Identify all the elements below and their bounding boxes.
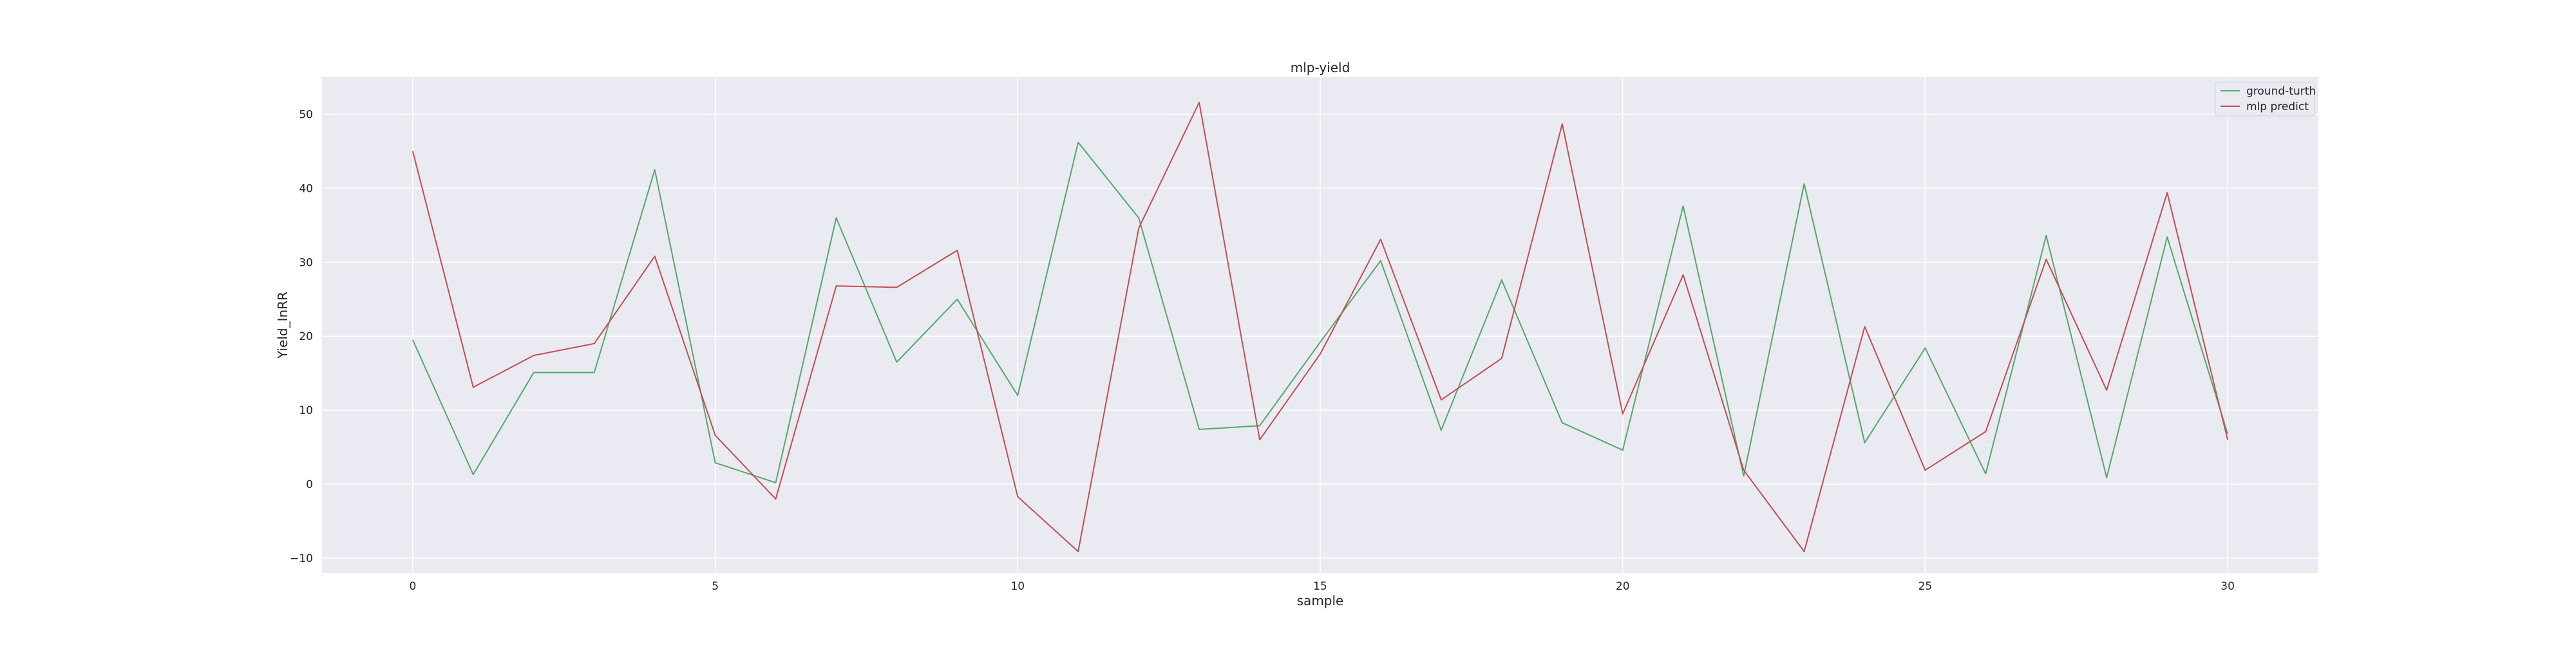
y-tick-label: −10 <box>290 552 313 565</box>
grid-lines <box>322 77 2318 573</box>
series-line-mlp-predict <box>412 102 2229 552</box>
chart-title: mlp-yield <box>1291 60 1350 75</box>
x-tick-label: 20 <box>1616 580 1630 593</box>
x-tick-label: 30 <box>2221 580 2235 593</box>
y-tick-label: 50 <box>299 108 313 121</box>
legend-label-mlp-predict: mlp predict <box>2246 100 2309 113</box>
legend-box <box>2215 82 2315 117</box>
y-tick-labels: −10 0 10 20 30 40 50 <box>290 108 313 565</box>
y-axis-label: Yield_InRR <box>275 292 290 359</box>
y-tick-label: 10 <box>299 404 313 417</box>
x-axis-label: sample <box>1297 593 1344 608</box>
y-tick-label: 30 <box>299 256 313 269</box>
x-tick-label: 25 <box>1918 580 1933 593</box>
y-tick-label: 0 <box>306 478 313 491</box>
series-lines <box>412 102 2229 552</box>
x-tick-label: 10 <box>1010 580 1025 593</box>
x-tick-labels: 0 5 10 15 20 25 30 <box>409 580 2234 593</box>
y-tick-label: 20 <box>299 330 313 343</box>
y-tick-label: 40 <box>299 182 313 195</box>
legend: ground-turth mlp predict <box>2215 82 2316 117</box>
legend-label-ground-turth: ground-turth <box>2246 85 2316 98</box>
x-tick-label: 0 <box>409 580 416 593</box>
x-tick-label: 15 <box>1313 580 1327 593</box>
series-line-ground-turth <box>412 142 2229 483</box>
x-tick-label: 5 <box>712 580 719 593</box>
